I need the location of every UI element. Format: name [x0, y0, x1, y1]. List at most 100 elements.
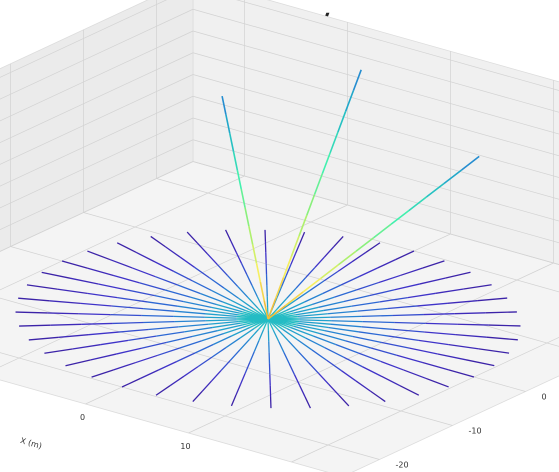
ground-ray-segment — [299, 231, 306, 244]
ground-ray-segment — [244, 362, 251, 374]
elevated-ray-segment — [321, 152, 331, 174]
ground-ray-segment — [112, 321, 144, 325]
ground-ray-segment — [169, 375, 185, 387]
elevated-ray — [221, 95, 269, 320]
elevated-ray-segment — [329, 131, 339, 154]
ground-ray-segment — [324, 330, 353, 338]
ground-ray-segment — [179, 256, 196, 268]
ground-ray-segment — [132, 267, 156, 278]
elevated-ray-segment — [425, 182, 445, 198]
elevated-ray-segment — [344, 90, 355, 112]
ground-ray-segment — [256, 296, 264, 309]
ground-ray-segment — [351, 251, 367, 263]
elevated-ray-segment — [251, 244, 258, 264]
ground-ray-segment — [370, 390, 386, 403]
elevated-ray-segment — [337, 111, 347, 133]
ground-ray-segment — [239, 373, 246, 385]
ground-ray-segment — [126, 289, 155, 297]
ground-ray-segment — [58, 334, 89, 338]
ground-ray-segment — [324, 346, 344, 358]
grid-z-back — [192, 117, 559, 222]
ground-ray-segment — [208, 277, 225, 289]
elevated-ray — [267, 69, 362, 320]
elevated-ray-segment — [225, 114, 231, 134]
ground-ray-segment — [87, 250, 111, 261]
ground-ray-segment — [87, 267, 114, 277]
ground-ray-segment — [216, 264, 229, 276]
ground-ray-segment — [223, 287, 240, 299]
ground-ray-segment — [204, 316, 237, 319]
ground-ray-segment — [98, 283, 127, 291]
ground-ray-segment — [370, 347, 397, 356]
ground-ray-segment — [351, 301, 380, 307]
elevated-ray-segment — [221, 95, 227, 115]
ground-ray-segment — [156, 331, 185, 337]
ground-ray — [267, 318, 510, 354]
ground-ray-segment — [356, 282, 379, 291]
ground-ray-segment — [69, 277, 99, 285]
ground-ray-segment — [457, 323, 489, 326]
ground-ray-segment — [318, 300, 345, 308]
ground-ray-segment — [309, 280, 325, 291]
ground-ray — [267, 271, 471, 320]
ground-ray-segment — [50, 323, 82, 326]
ground-ray-segment — [299, 320, 331, 325]
ground-ray-segment — [311, 296, 335, 306]
elevated-ray-segment — [290, 235, 300, 257]
elevated-ray-segment — [228, 133, 235, 152]
ground-ray-segment — [143, 321, 175, 324]
ground-ray-segment — [197, 356, 213, 368]
ground-ray-segment — [286, 287, 297, 299]
ground-ray-segment — [113, 361, 136, 371]
ground-ray-segment — [139, 369, 159, 380]
ground-ray — [155, 318, 269, 396]
ground-ray-segment — [230, 394, 237, 407]
ground-ray-segment — [417, 302, 448, 307]
grid-z-back — [192, 52, 559, 157]
ground-ray-segment — [87, 292, 118, 299]
ground-ray — [267, 318, 350, 407]
ground-ray-segment — [361, 314, 393, 317]
ground-ray-segment — [211, 289, 231, 301]
elevated-ray-segment — [306, 194, 316, 216]
ground-ray-segment — [49, 300, 81, 305]
ground-ray-segment — [220, 359, 231, 372]
ground-ray-segment — [178, 323, 209, 328]
grid-z-side — [0, 30, 194, 122]
ground-ray-segment — [290, 253, 297, 265]
ground-ray-segment — [378, 274, 401, 284]
ground-ray-segment — [253, 318, 269, 330]
ground-ray-segment — [225, 337, 241, 349]
ground-ray-segment — [208, 320, 239, 325]
ground-ray-segment — [217, 324, 243, 332]
ground-ray — [267, 318, 312, 409]
elevated-ray-segment — [285, 291, 304, 307]
ground-ray-segment — [15, 311, 48, 314]
elevated-ray-segment — [337, 250, 357, 266]
ground-ray-segment — [230, 240, 237, 253]
ground-ray-segment — [328, 326, 359, 333]
ground-ray-segment — [379, 296, 408, 303]
ground-ray-segment — [18, 297, 50, 302]
ground-ray-segment — [184, 326, 213, 333]
ground-ray-segment — [88, 331, 119, 336]
ground-ray-segment — [392, 328, 425, 333]
ground-ray-segment — [249, 351, 255, 363]
ground-ray-segment — [72, 344, 101, 350]
ground-ray-segment — [435, 288, 464, 294]
ground-ray-segment — [297, 351, 309, 363]
ground-ray-segment — [81, 322, 113, 325]
ground-ray-segment — [312, 335, 336, 346]
ground-ray-segment — [164, 289, 191, 298]
data-rays — [15, 69, 521, 409]
ground-ray-segment — [262, 318, 269, 331]
ground-ray-segment — [135, 251, 156, 263]
ground-ray-segment — [128, 335, 157, 342]
ground-ray-segment — [396, 354, 423, 364]
ground-ray-segment — [290, 326, 314, 337]
ground-ray-segment — [200, 292, 224, 303]
ground-ray — [91, 318, 269, 378]
ground-ray-segment — [147, 301, 178, 307]
ground-ray-segment — [399, 385, 420, 396]
elevated-ray-segment — [408, 196, 427, 212]
